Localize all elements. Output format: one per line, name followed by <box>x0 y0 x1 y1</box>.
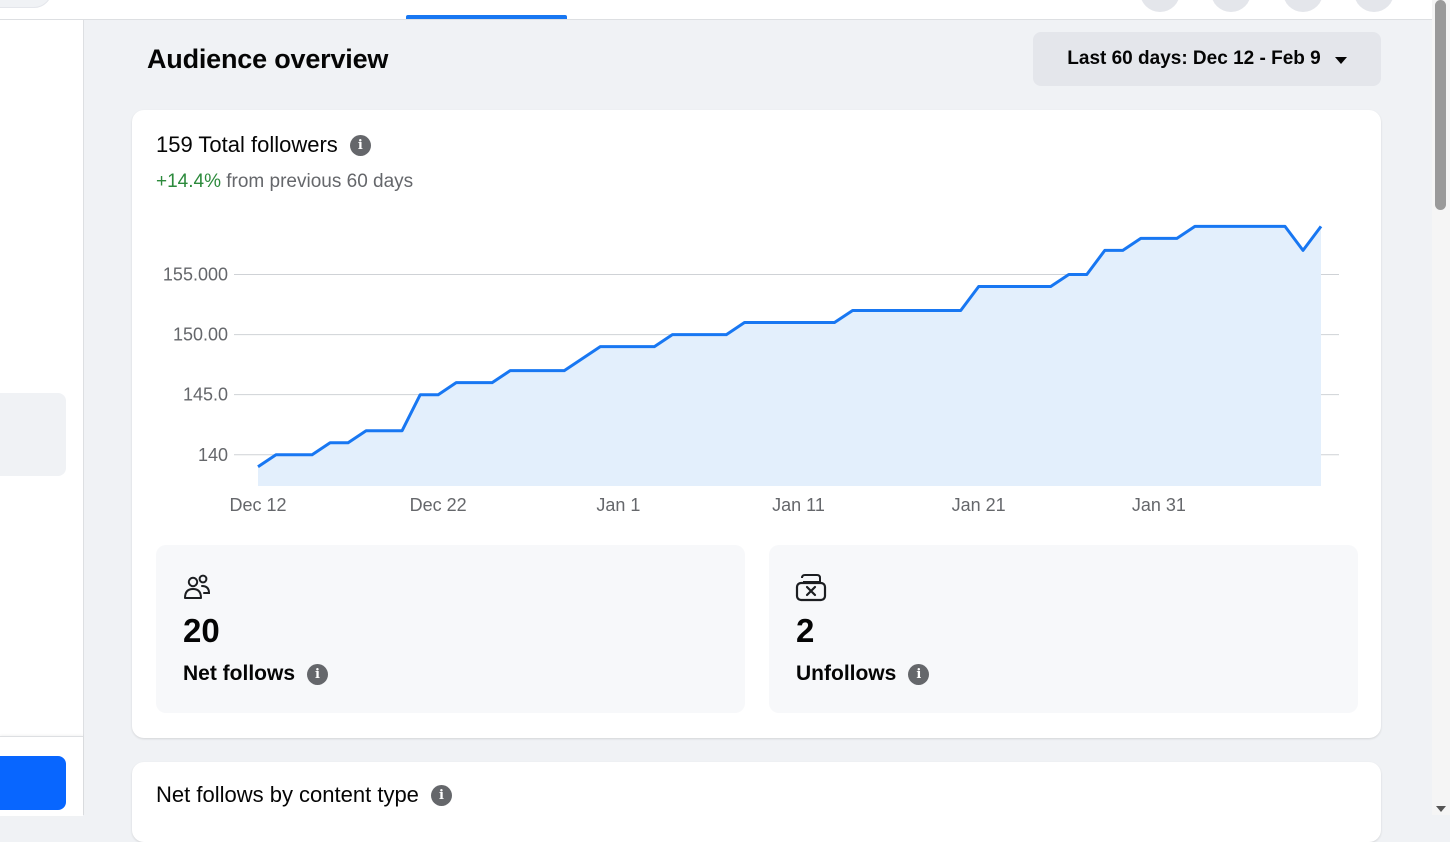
info-icon[interactable]: i <box>307 663 329 685</box>
top-menu-button[interactable] <box>1140 0 1180 12</box>
y-tick-label: 145.0 <box>183 385 228 405</box>
x-tick-label: Jan 11 <box>772 495 825 515</box>
net-follows-label-row: Net follows i <box>183 662 329 686</box>
followers-area-fill <box>258 226 1321 486</box>
total-followers-title: 159 Total followers <box>156 132 338 157</box>
info-icon[interactable]: i <box>908 663 930 685</box>
follower-change-text: from previous 60 days <box>220 171 414 192</box>
unfollows-stat: 2 Unfollows i <box>769 545 1358 713</box>
total-followers-card: 159 Total followers i +14.4% from previo… <box>132 110 1381 738</box>
left-sidebar <box>0 20 84 816</box>
x-tick-label: Jan 1 <box>596 495 640 515</box>
total-followers-title-row: 159 Total followers i <box>156 132 371 158</box>
top-account-avatar[interactable] <box>1354 0 1394 12</box>
y-tick-label: 155.000 <box>163 264 228 284</box>
content-type-title-row: Net follows by content type i <box>156 782 452 808</box>
people-icon <box>182 573 212 608</box>
content-type-title: Net follows by content type <box>156 782 419 807</box>
followers-line-chart: 155.000 150.00 145.0 140 Dec 12 Dec 22 Jan 1 J… <box>163 224 1339 515</box>
net-follows-value: 20 <box>183 612 220 649</box>
chart-y-ticks: 155.000 150.00 145.0 140 <box>163 264 228 464</box>
chart-x-ticks: Dec 12 Dec 22 Jan 1 Jan 11 Jan 21 Jan 31 <box>229 495 1185 515</box>
unfollow-icon <box>795 573 827 608</box>
y-tick-label: 150.00 <box>173 325 228 345</box>
x-tick-label: Dec 22 <box>410 495 467 515</box>
info-icon[interactable]: i <box>430 784 452 806</box>
top-notifications-button[interactable] <box>1283 0 1323 12</box>
caret-down-icon <box>1334 56 1347 64</box>
scrollbar-thumb[interactable] <box>1435 0 1446 210</box>
sidebar-item-selected[interactable] <box>0 393 66 476</box>
top-navigation-bar <box>0 0 1432 20</box>
net-follows-stat: 20 Net follows i <box>156 545 745 713</box>
date-range-dropdown[interactable]: Last 60 days: Dec 12 - Feb 9 <box>1033 32 1381 86</box>
follower-change: +14.4% from previous 60 days <box>156 171 413 193</box>
info-icon[interactable]: i <box>349 134 371 156</box>
date-range-label: Last 60 days: Dec 12 - Feb 9 <box>1067 48 1321 69</box>
x-tick-label: Dec 12 <box>229 495 286 515</box>
sidebar-primary-button[interactable] <box>0 756 66 810</box>
x-tick-label: Jan 21 <box>952 495 1006 515</box>
follower-change-percent: +14.4% <box>156 171 221 192</box>
x-tick-label: Jan 31 <box>1132 495 1186 515</box>
y-tick-label: 140 <box>198 445 228 465</box>
page-title: Audience overview <box>147 44 389 74</box>
net-follows-by-content-type-card: Net follows by content type i <box>132 762 1381 842</box>
unfollows-value: 2 <box>796 612 815 649</box>
unfollows-label: Unfollows <box>796 662 897 685</box>
net-follows-label: Net follows <box>183 662 296 685</box>
active-tab-indicator <box>406 15 567 19</box>
unfollows-label-row: Unfollows i <box>796 662 930 686</box>
scrollbar-down-arrow[interactable] <box>1436 806 1446 812</box>
top-messenger-button[interactable] <box>1211 0 1251 12</box>
top-search-pill[interactable] <box>0 0 52 8</box>
sidebar-footer <box>0 736 83 816</box>
followers-line <box>257 224 1323 469</box>
